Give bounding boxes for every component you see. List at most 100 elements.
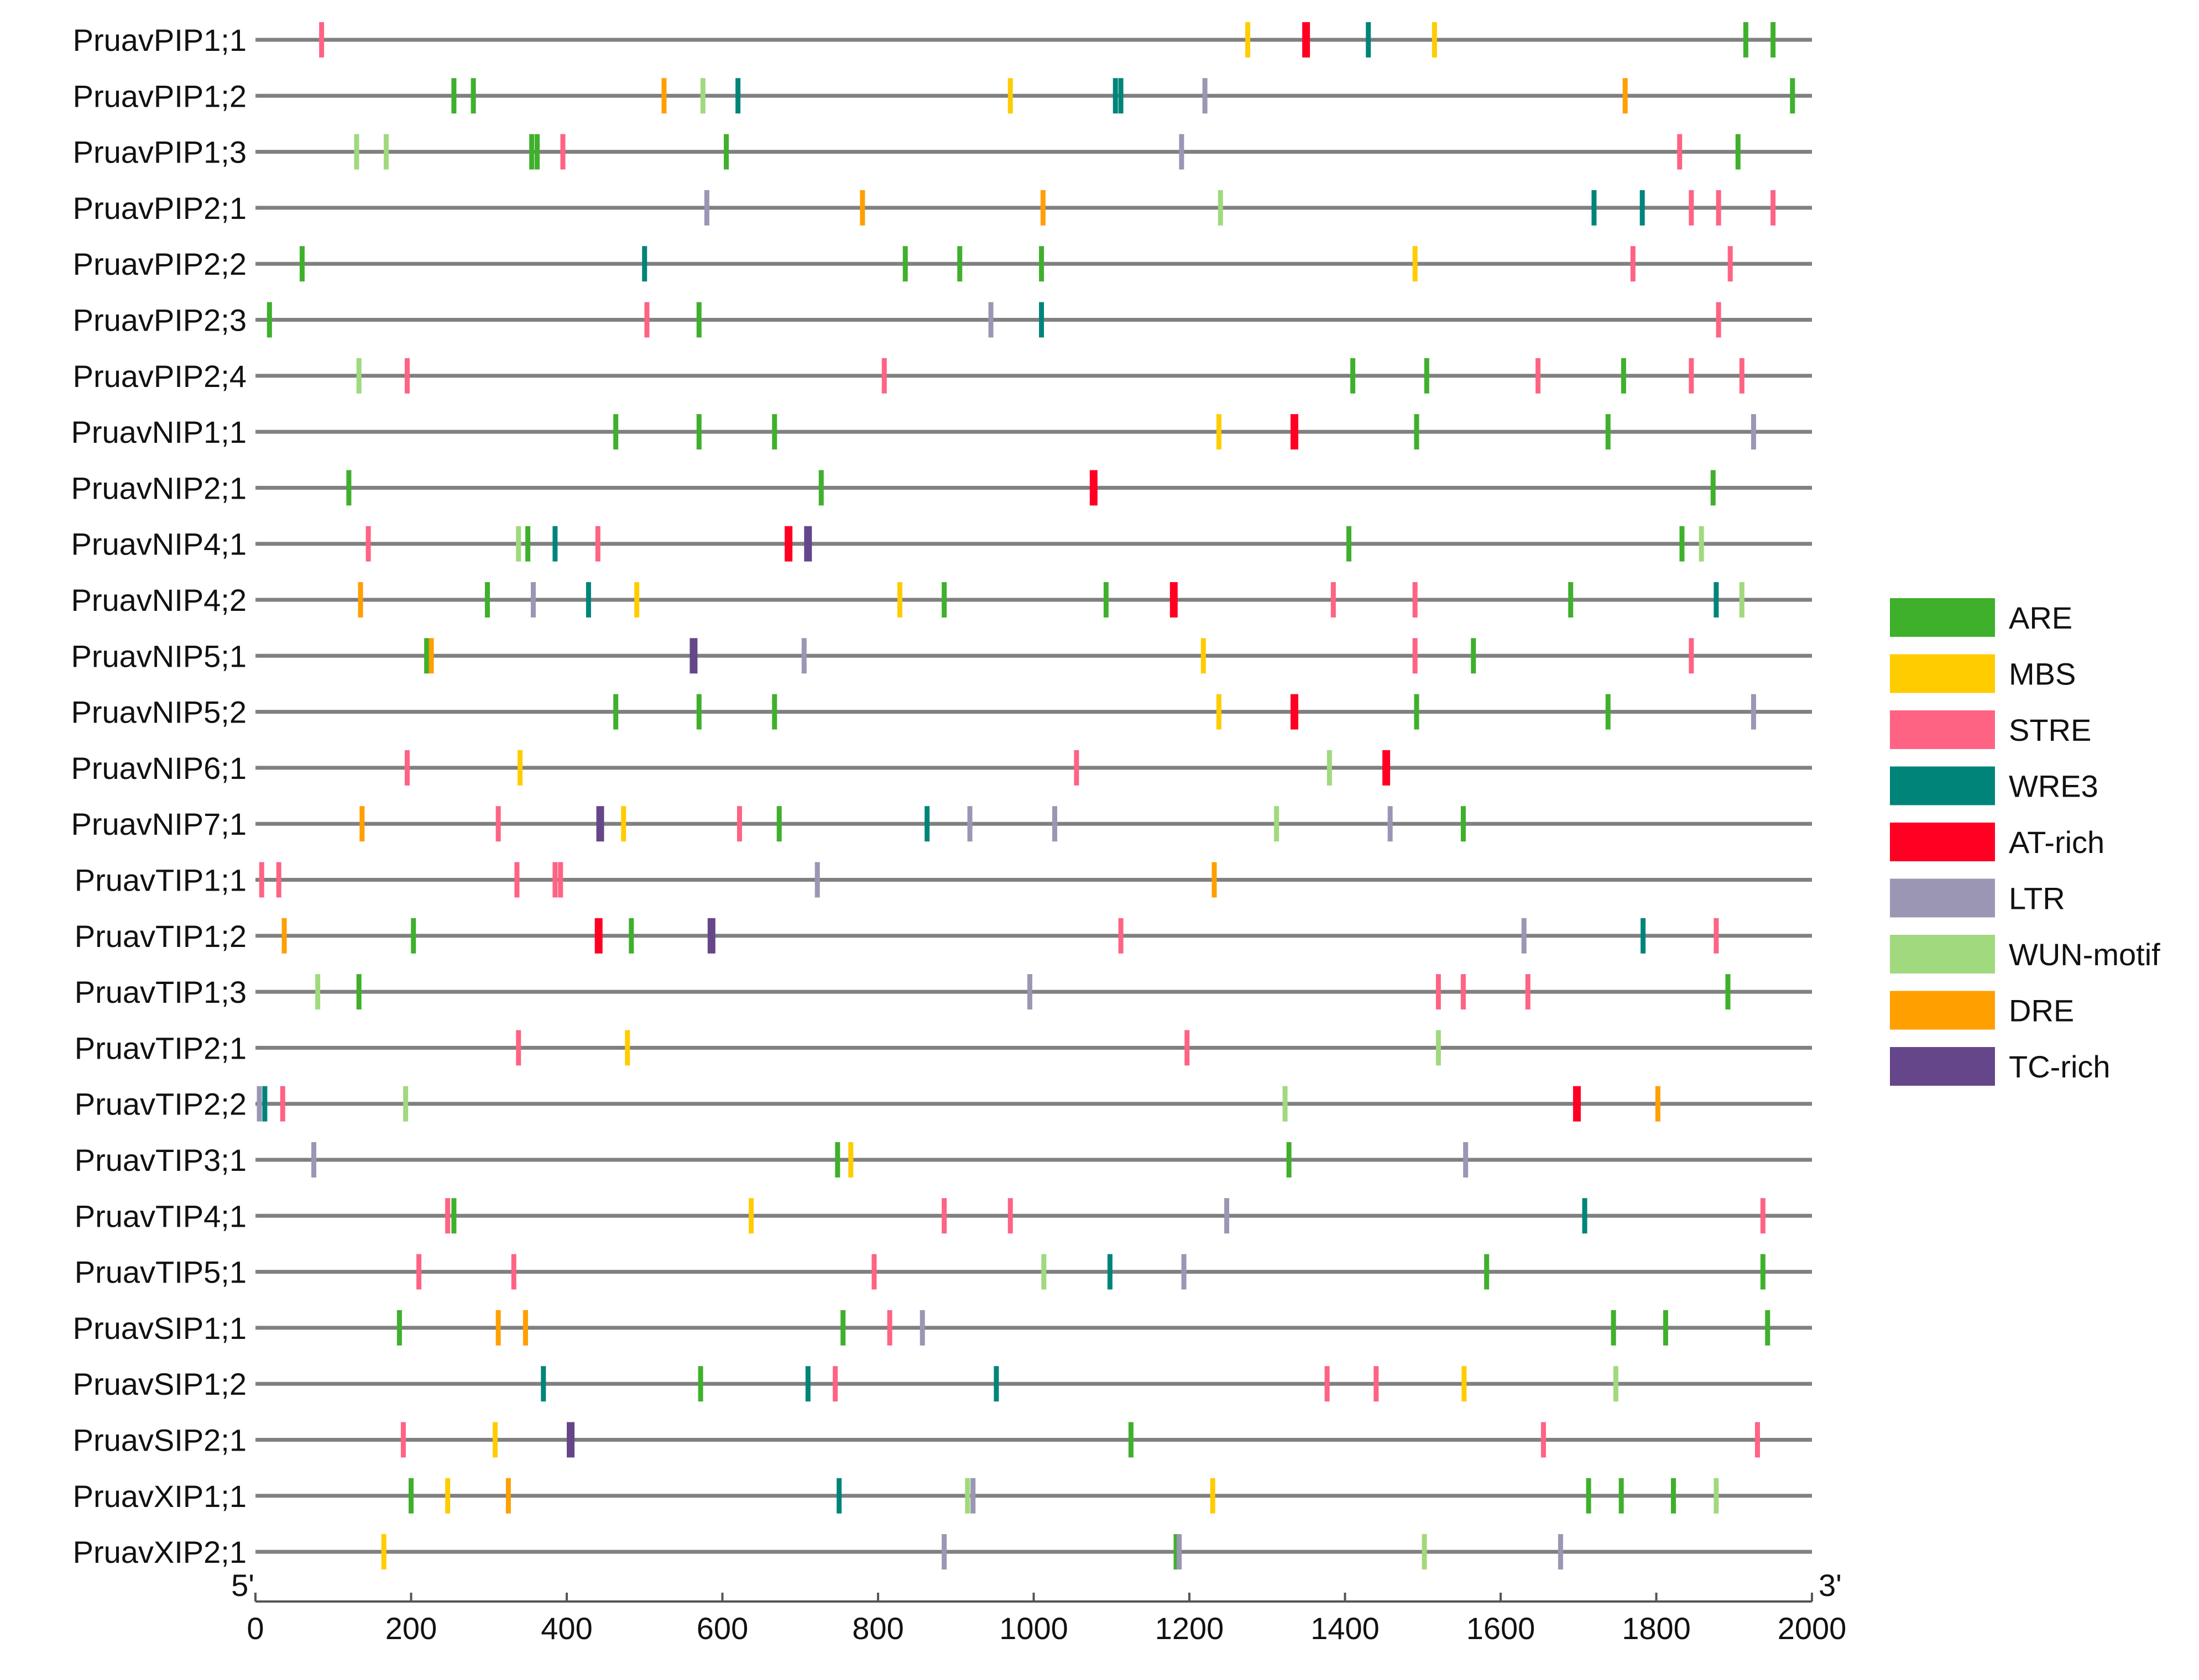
site-stre <box>595 526 600 562</box>
site-are <box>1760 1254 1766 1290</box>
gene-label: PruavTIP1;2 <box>75 919 247 954</box>
site-wre3 <box>262 1086 268 1122</box>
site-ltr <box>814 862 820 898</box>
site-stre <box>1714 918 1719 954</box>
x-tick-label: 400 <box>541 1611 592 1646</box>
site-mbs <box>1200 638 1206 674</box>
site-wre3 <box>837 1478 842 1514</box>
site-stre <box>400 1422 406 1458</box>
site-at-rich <box>1573 1086 1581 1122</box>
x-tick-label: 1000 <box>999 1611 1068 1646</box>
site-stre <box>511 1254 516 1290</box>
site-stre <box>1074 750 1079 786</box>
site-mbs <box>634 582 640 617</box>
site-mbs <box>621 806 626 842</box>
site-wun-motif <box>1613 1366 1618 1402</box>
site-stre <box>1412 638 1418 674</box>
gene-label: PruavTIP3;1 <box>75 1143 247 1177</box>
x-tick-label: 1400 <box>1310 1611 1380 1646</box>
site-stre <box>881 358 887 394</box>
site-ltr <box>1751 414 1756 450</box>
site-are <box>1743 22 1748 57</box>
site-mbs <box>1412 246 1418 282</box>
site-wre3 <box>1591 190 1597 226</box>
site-are <box>525 526 531 562</box>
gene-row: PruavTIP1;3 <box>75 974 1812 1010</box>
site-are <box>1173 1534 1179 1570</box>
site-stre <box>1739 358 1744 394</box>
site-wun-motif <box>1422 1534 1427 1570</box>
site-stre <box>644 302 650 338</box>
site-are <box>1586 1478 1591 1514</box>
site-wun-motif <box>315 974 321 1010</box>
site-ltr <box>1463 1142 1469 1177</box>
site-dre <box>429 638 434 674</box>
site-are <box>776 806 782 842</box>
site-wun-motif <box>1041 1254 1047 1290</box>
site-are <box>1103 582 1109 617</box>
legend-item: TC-rich <box>1890 1047 2111 1086</box>
gene-label: PruavTIP2;1 <box>75 1030 247 1065</box>
site-ltr <box>801 638 807 674</box>
site-wre3 <box>805 1366 811 1402</box>
legend-swatch <box>1890 710 1995 749</box>
x-axis: 0 200 400 600 800 1000 1200 1400 1600 1800 2000 5'… <box>231 1568 1846 1646</box>
site-ltr <box>1179 134 1184 170</box>
legend-item: AT-rich <box>1890 823 2104 861</box>
site-are <box>1725 974 1731 1010</box>
site-wun-motif <box>1714 1478 1719 1514</box>
site-are <box>613 414 619 450</box>
site-tc-rich <box>707 918 715 954</box>
gene-row: PruavPIP2;3 <box>73 302 1812 338</box>
site-stre <box>1689 358 1694 394</box>
gene-row: PruavSIP2;1 <box>73 1422 1812 1458</box>
site-mbs <box>625 1030 630 1066</box>
site-stre <box>1716 302 1721 338</box>
site-ltr <box>311 1142 317 1177</box>
gene-label: PruavPIP2;1 <box>73 191 247 226</box>
x-tick-label: 1800 <box>1622 1611 1691 1646</box>
gene-label: PruavNIP6;1 <box>71 751 247 786</box>
site-stre <box>404 750 410 786</box>
legend-swatch <box>1890 654 1995 693</box>
legend-swatch <box>1890 598 1995 637</box>
gene-label: PruavTIP4;1 <box>75 1198 247 1233</box>
site-are <box>724 134 729 170</box>
site-at-rich <box>1291 414 1299 450</box>
gene-row: PruavNIP4;2 <box>71 582 1812 617</box>
legend-swatch <box>1890 935 1995 974</box>
gene-label: PruavSIP2;1 <box>73 1423 247 1458</box>
site-stre <box>833 1366 838 1402</box>
site-stre <box>416 1254 422 1290</box>
site-stre <box>871 1254 877 1290</box>
site-mbs <box>1432 22 1437 57</box>
site-stre <box>1007 1198 1013 1234</box>
site-wre3 <box>924 806 930 842</box>
site-are <box>1605 694 1611 730</box>
legend: ARE MBS STRE WRE3 AT-rich LTR WUN-motif DRE TC-r… <box>1890 598 2160 1086</box>
site-mbs <box>1216 694 1221 730</box>
gene-label: PruavXIP1;1 <box>73 1479 247 1514</box>
site-mbs <box>1461 1366 1467 1402</box>
gene-row: PruavXIP1;1 <box>73 1478 1812 1514</box>
site-are <box>1670 1478 1676 1514</box>
site-stre <box>558 862 563 898</box>
gene-label: PruavNIP2;1 <box>71 470 247 505</box>
site-are <box>535 134 540 170</box>
site-stre <box>1412 582 1418 617</box>
site-tc-rich <box>567 1422 575 1458</box>
gene-row: PruavTIP5;1 <box>75 1254 1812 1290</box>
legend-item: MBS <box>1890 654 2076 693</box>
site-stre <box>276 862 281 898</box>
site-stre <box>887 1310 892 1346</box>
site-are <box>1460 806 1466 842</box>
site-dre <box>860 190 865 226</box>
legend-item: ARE <box>1890 598 2072 637</box>
gene-label: PruavNIP4;1 <box>71 527 247 562</box>
site-dre <box>1040 190 1046 226</box>
gene-row: PruavSIP1;1 <box>73 1310 1812 1346</box>
site-are <box>1605 414 1611 450</box>
site-dre <box>1655 1086 1660 1122</box>
site-are <box>396 1310 402 1346</box>
gene-label: PruavPIP1;2 <box>73 78 247 113</box>
